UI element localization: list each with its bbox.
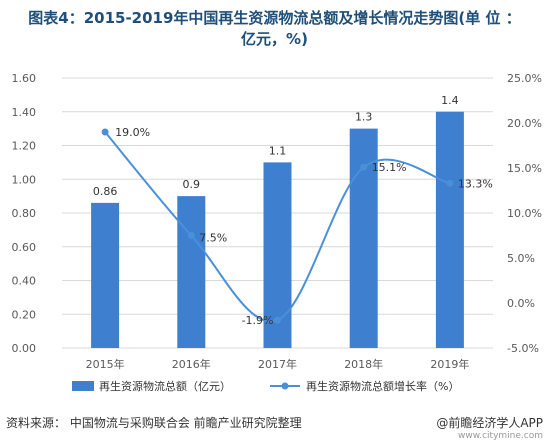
growth-rate-label: 13.3%: [458, 177, 493, 190]
y-left-tick-label: 0.00: [12, 342, 37, 355]
chart-title: 图表4：2015-2019年中国再生资源物流总额及增长情况走势图(单 位 ： 亿…: [0, 8, 549, 50]
title-line-2: 亿元，%): [241, 30, 308, 48]
y-right-tick-label: 0.0%: [507, 297, 535, 310]
legend-line-label: 再生资源物流总额增长率（%）: [306, 379, 459, 393]
bar: [177, 196, 206, 348]
growth-rate-point: [446, 179, 454, 187]
y-left-tick-label: 0.60: [12, 241, 37, 254]
legend-line-marker: [281, 382, 289, 390]
bar-value-label: 0.86: [93, 185, 118, 198]
x-tick-label: 2018年: [344, 357, 383, 371]
y-right-tick-label: 10.0%: [507, 207, 542, 220]
growth-rate-label: 19.0%: [115, 126, 150, 139]
x-tick-label: 2015年: [86, 357, 125, 371]
growth-rate-label: 15.1%: [372, 161, 407, 174]
legend-bar-label: 再生资源物流总额（亿元）: [99, 379, 231, 393]
y-right-tick-label: 20.0%: [507, 117, 542, 130]
y-left-tick-label: 1.60: [12, 72, 37, 85]
x-tick-label: 2016年: [172, 357, 211, 371]
growth-rate-point: [187, 232, 195, 239]
bar: [91, 202, 120, 348]
growth-rate-point: [360, 163, 368, 171]
bar-value-label: 1.1: [269, 144, 287, 157]
x-tick-label: 2017年: [258, 357, 297, 371]
source-note: 资料来源： 中国物流与采购联合会 前瞻产业研究院整理: [6, 416, 302, 430]
growth-rate-label: -1.9%: [242, 314, 274, 327]
y-right-tick-label: 15.0%: [507, 162, 542, 175]
y-left-tick-label: 1.00: [12, 173, 37, 186]
brand-url: www.cityminе.com: [457, 431, 543, 441]
y-left-tick-label: 0.40: [12, 275, 37, 288]
growth-rate-label: 7.5%: [199, 232, 227, 245]
y-right-tick-label: -5.0%: [507, 342, 539, 355]
y-left-tick-label: 0.20: [12, 308, 37, 321]
y-left-tick-label: 1.20: [12, 140, 37, 153]
y-right-tick-label: 5.0%: [507, 252, 535, 265]
y-right-tick-label: 25.0%: [507, 72, 542, 85]
legend-bar-swatch: [72, 381, 94, 391]
bar-value-label: 1.3: [355, 111, 373, 124]
growth-rate-point: [274, 316, 281, 324]
title-line-1: 图表4：2015-2019年中国再生资源物流总额及增长情况走势图(单 位 ：: [28, 9, 521, 27]
bar-value-label: 1.4: [441, 94, 459, 107]
y-left-tick-label: 1.40: [12, 106, 37, 119]
bar-value-label: 0.9: [183, 178, 201, 191]
bar: [435, 111, 464, 348]
combo-chart: 0.00 0.20 0.40 0.60 0.80 1.00 1.20 1.40 1.60 -5.0…: [12, 72, 542, 393]
x-tick-label: 2019年: [430, 357, 469, 371]
brand-watermark: @前瞻经济学人APP: [436, 416, 543, 430]
chart-area: 0.00 0.20 0.40 0.60 0.80 1.00 1.20 1.40 1.60 -5.0…: [0, 52, 549, 407]
y-left-tick-label: 0.80: [12, 207, 37, 220]
growth-rate-point: [101, 128, 109, 136]
